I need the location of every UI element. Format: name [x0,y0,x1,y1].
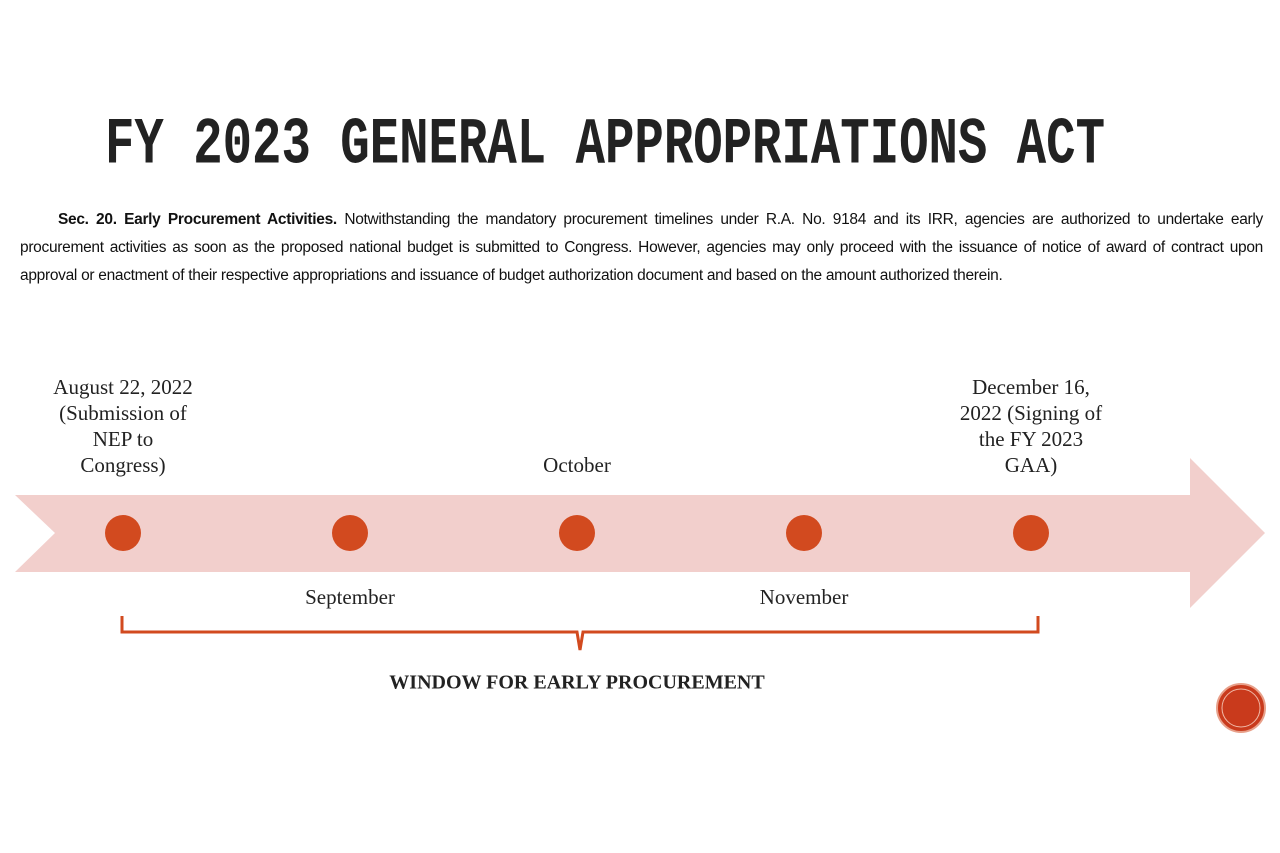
provision-body: Notwithstanding the mandatory procuremen… [20,211,1263,284]
nav-button-circle[interactable] [1216,683,1266,733]
nav-button-ring [1221,688,1261,728]
timeline-label: August 22, 2022 [53,375,192,399]
provision-heading: Sec. 20. Early Procurement Activities. [58,211,337,228]
timeline-label: NEP to [93,427,153,451]
timeline-dot [105,515,141,551]
slide-title: FY 2023 GENERAL APPROPRIATIONS ACT [105,107,1105,182]
timeline-arrow [15,458,1265,608]
nav-button[interactable] [1216,683,1266,733]
timeline-label: GAA) [1005,453,1058,477]
provision-text: Sec. 20. Early Procurement Activities. N… [20,206,1263,290]
timeline-label: 2022 (Signing of [960,401,1102,425]
timeline-dot [559,515,595,551]
timeline-label: December 16, [972,375,1090,399]
timeline-label: September [305,585,395,609]
timeline-dot [332,515,368,551]
timeline-dot [1013,515,1049,551]
timeline-label: November [760,585,849,609]
window-brace [120,616,1040,651]
timeline-label: Congress) [80,453,165,477]
window-label: WINDOW FOR EARLY PROCUREMENT [389,672,765,694]
timeline-dot [786,515,822,551]
timeline-label: October [543,453,611,477]
timeline-label: (Submission of [59,401,187,425]
timeline-label: the FY 2023 [979,427,1083,451]
